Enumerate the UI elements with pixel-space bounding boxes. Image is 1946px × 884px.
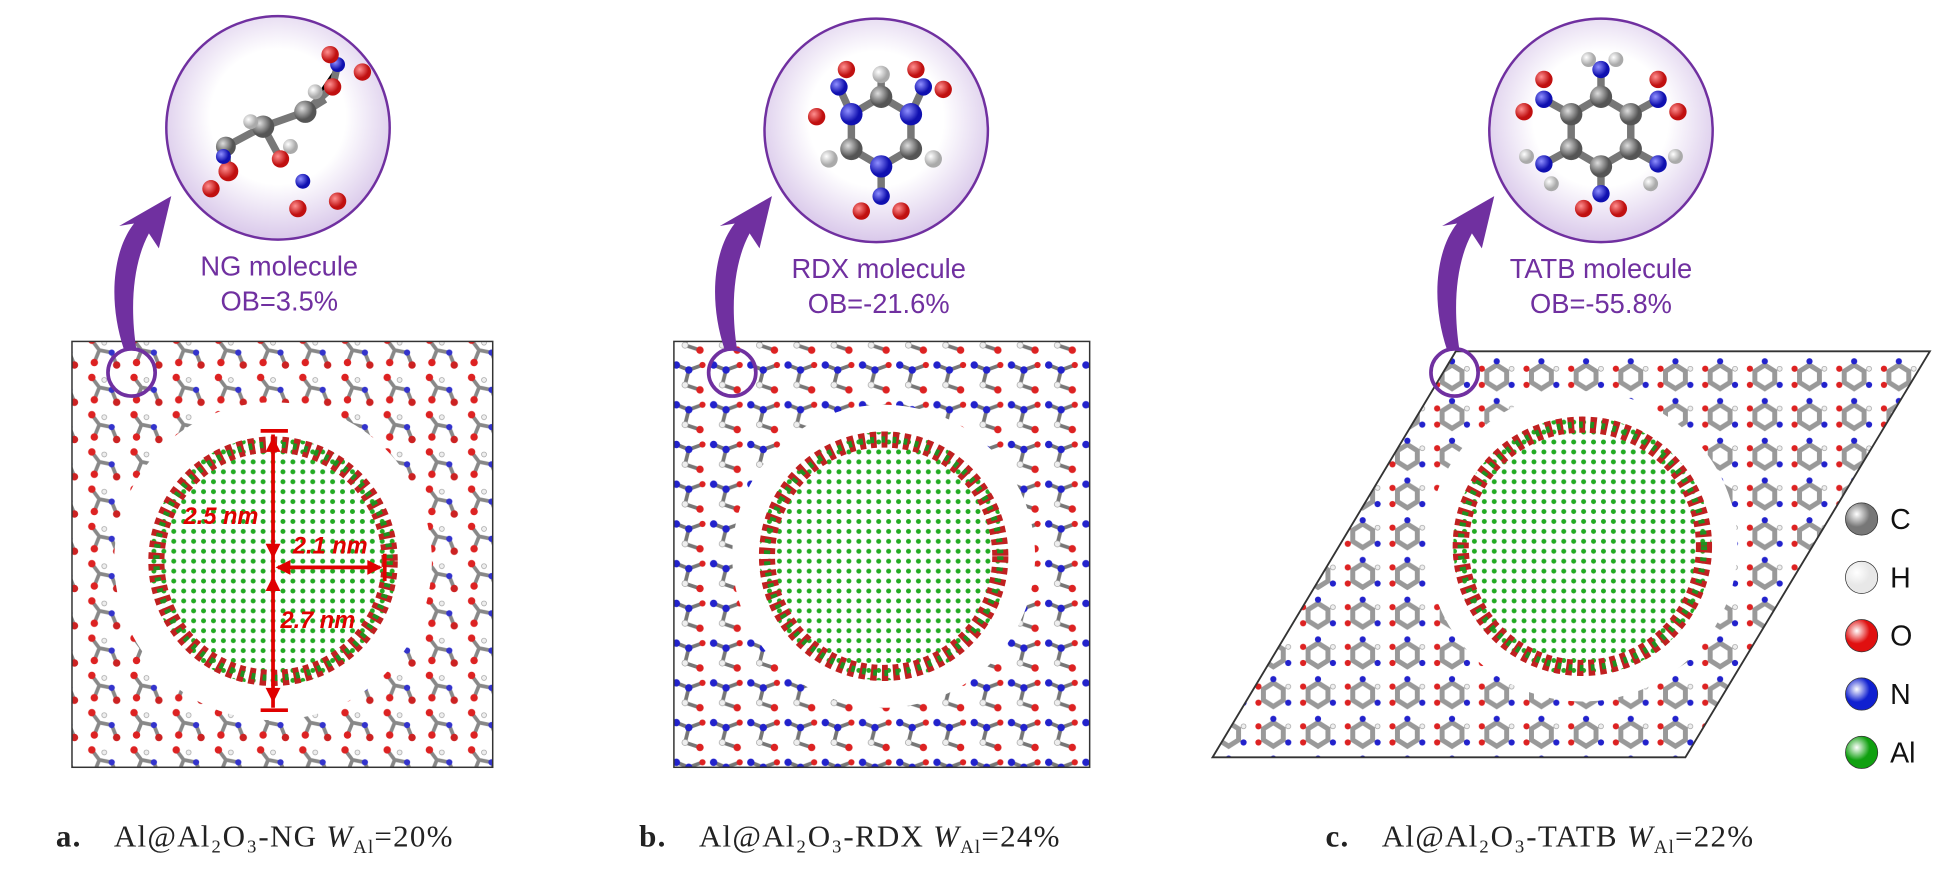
molecule-name: TATB molecule — [1510, 253, 1693, 284]
dimension-label: 2.1 nm — [292, 533, 368, 559]
weight-subscript: Al — [1654, 837, 1675, 858]
compound: Al@Al₂O₃-NG — [114, 819, 326, 854]
compound: Al@Al₂O₃-RDX — [699, 819, 933, 854]
weight-subscript: Al — [353, 837, 374, 858]
panel-c: TATB molecule OB=-55.8% — [1210, 17, 1932, 759]
legend-swatch — [1845, 735, 1879, 769]
panel-caption: c. Al@Al₂O₃-TATB WAl=22% — [1325, 819, 1754, 858]
panel-a: NG molecule OB=3.5% 2.5 nm 2.1 nm 2.7 nm — [71, 14, 494, 769]
weight-symbol: W — [326, 819, 355, 854]
legend-swatch — [1845, 619, 1879, 653]
legend-label: Al — [1890, 737, 1915, 769]
oxygen-balance: OB=-21.6% — [808, 288, 950, 319]
panel-label: b. — [639, 819, 666, 854]
legend-swatch — [1845, 502, 1879, 536]
dimension-label: 2.5 nm — [183, 503, 259, 529]
dimension-label: 2.7 nm — [279, 607, 355, 633]
weight-value: =24% — [981, 819, 1060, 854]
legend-label: N — [1890, 679, 1911, 711]
legend-label: H — [1890, 562, 1911, 594]
weight-value: =22% — [1675, 819, 1754, 854]
oxygen-balance: OB=-55.8% — [1530, 288, 1672, 319]
panel-b: RDX molecule OB=-21.6% — [673, 17, 1091, 769]
panel-caption: a. Al@Al₂O₃-NG WAl=20% — [56, 819, 454, 858]
compound: Al@Al₂O₃-TATB — [1382, 819, 1627, 854]
molecule-name: RDX molecule — [791, 253, 965, 284]
weight-symbol: W — [933, 819, 962, 854]
weight-symbol: W — [1627, 819, 1656, 854]
legend-swatch — [1845, 677, 1879, 711]
panel-label: c. — [1325, 819, 1349, 854]
panel-caption: b. Al@Al₂O₃-RDX WAl=24% — [639, 819, 1061, 858]
panel-label: a. — [56, 819, 82, 854]
legend-swatch — [1845, 560, 1879, 594]
legend-label: O — [1890, 621, 1912, 653]
legend-label: C — [1890, 504, 1911, 536]
weight-value: =20% — [374, 819, 453, 854]
oxygen-balance: OB=3.5% — [220, 285, 338, 316]
weight-subscript: Al — [960, 837, 981, 858]
molecule-name: NG molecule — [200, 251, 358, 282]
